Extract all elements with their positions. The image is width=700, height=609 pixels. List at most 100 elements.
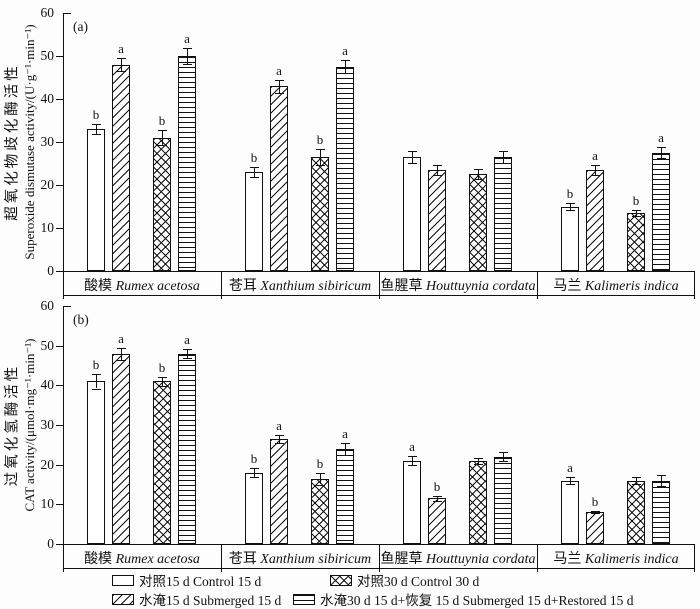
bar-plain xyxy=(245,172,263,271)
error-bar-line xyxy=(570,203,571,210)
legend-item: 水淹30 d 15 d+恢复 15 d Submerged 15 d+Resto… xyxy=(293,589,633,609)
category-divider-line xyxy=(379,544,380,572)
error-bar-cap-top xyxy=(408,455,417,457)
y-tick-label: 0 xyxy=(47,536,54,551)
significance-letter: a xyxy=(658,130,664,146)
error-bar-cap-top xyxy=(474,169,483,171)
error-bar-cap-top xyxy=(632,477,641,479)
significance-letter: a xyxy=(342,43,348,59)
category-label: 马兰 Kalimeris indica xyxy=(537,275,695,295)
error-bar-cap-top xyxy=(341,60,350,62)
significance-letter: a xyxy=(276,62,282,78)
error-bar-line xyxy=(570,477,571,484)
error-bar-line xyxy=(595,164,596,176)
error-bar-cap-bottom xyxy=(117,359,126,361)
y-tick xyxy=(56,425,63,426)
error-bar-cap-bottom xyxy=(566,209,575,211)
error-bar-cap-bottom xyxy=(657,158,666,160)
error-bar-cap-top xyxy=(474,457,483,459)
error-bar-cap-top xyxy=(632,209,641,211)
error-bar-cap-bottom xyxy=(632,483,641,485)
category-label-latin: Houttuynia cordata xyxy=(425,279,536,294)
category-label-chinese: 马兰 xyxy=(553,279,585,294)
bar-hline xyxy=(494,456,512,544)
y-tick xyxy=(56,228,63,229)
error-bar-cap-top xyxy=(183,348,192,350)
significance-letter: b xyxy=(158,112,166,128)
error-bar-line xyxy=(279,79,280,93)
category-label-chinese: 鱼腥草 xyxy=(380,552,426,567)
error-bar-cap-bottom xyxy=(408,162,417,164)
bar-plain xyxy=(561,480,579,544)
error-bar-cap-bottom xyxy=(117,71,126,73)
error-bar-cap-top xyxy=(408,151,417,153)
bar-diag xyxy=(112,353,130,544)
legend-label: 水淹15 d Submerged 15 d xyxy=(139,593,282,608)
error-bar-line xyxy=(162,376,163,387)
bar-plain xyxy=(403,460,421,544)
error-bar-cap-top xyxy=(275,79,284,81)
significance-letter: b xyxy=(250,149,258,165)
error-bar-cap-bottom xyxy=(657,486,666,488)
error-bar-cap-bottom xyxy=(499,461,508,463)
error-bar-cap-bottom xyxy=(499,162,508,164)
category-band-right-line xyxy=(694,544,695,572)
error-bar-cap-top xyxy=(250,166,259,168)
legend-item: 对照30 d Control 30 d xyxy=(330,570,479,590)
error-bar-line xyxy=(478,169,479,180)
legend-label: 对照15 d Control 15 d xyxy=(139,574,262,589)
y-tick-label: 60 xyxy=(40,5,55,20)
category-label: 酸模 Rumex acetosa xyxy=(63,275,221,295)
significance-letter: a xyxy=(592,147,598,163)
error-bar-cap-top xyxy=(92,123,101,125)
category-label: 马兰 Kalimeris indica xyxy=(537,548,695,568)
category-label-chinese: 马兰 xyxy=(553,552,585,567)
y-axis-line xyxy=(63,306,64,572)
bar-plain xyxy=(561,206,579,271)
error-bar-cap-top xyxy=(117,347,126,349)
y-tick xyxy=(56,465,63,466)
legend-item: 对照15 d Control 15 d xyxy=(112,570,261,590)
significance-letter: a xyxy=(118,41,124,57)
bar-diag xyxy=(428,498,446,544)
error-bar-cap-bottom xyxy=(341,454,350,456)
category-label-latin: Houttuynia cordata xyxy=(425,552,536,567)
error-bar-cap-bottom xyxy=(92,134,101,136)
error-bar-cap-top xyxy=(591,164,600,166)
bar-plain xyxy=(403,157,421,271)
category-label: 苍耳 Xanthium sibiricum xyxy=(221,275,379,295)
error-bar-line xyxy=(121,58,122,72)
significance-letter: b xyxy=(92,106,100,122)
error-bar-cap-bottom xyxy=(250,177,259,179)
error-bar-cap-top xyxy=(566,477,575,479)
category-label-chinese: 酸模 xyxy=(84,552,116,567)
y-tick xyxy=(56,544,63,545)
error-bar-cap-top xyxy=(591,511,600,513)
category-divider-line xyxy=(537,544,538,572)
significance-letter: b xyxy=(250,450,258,466)
legend-swatch-cross xyxy=(330,574,352,586)
error-bar-cap-bottom xyxy=(316,164,325,166)
panel-b-ylabel-chinese: 过氧化氢酶活性 xyxy=(4,363,21,487)
error-bar-cap-bottom xyxy=(183,63,192,65)
category-label-latin: Xanthium sibiricum xyxy=(260,552,372,567)
error-bar-cap-top xyxy=(499,151,508,153)
significance-letter: b xyxy=(591,494,599,510)
error-bar-cap-bottom xyxy=(474,179,483,181)
error-bar-cap-top xyxy=(183,48,192,50)
bar-hline xyxy=(178,353,196,544)
significance-letter: a xyxy=(342,425,348,441)
error-bar-cap-top xyxy=(316,472,325,474)
error-bar-cap-bottom xyxy=(591,175,600,177)
legend-swatch-plain xyxy=(112,574,134,586)
y-tick-label: 20 xyxy=(40,177,55,192)
error-bar-cap-bottom xyxy=(183,358,192,360)
error-bar-line xyxy=(503,451,504,462)
y-tick xyxy=(56,346,63,347)
error-bar-line xyxy=(254,166,255,178)
error-bar-cap-top xyxy=(566,203,575,205)
error-bar-cap-bottom xyxy=(275,442,284,444)
bar-diag xyxy=(428,169,446,271)
error-bar-line xyxy=(320,149,321,165)
